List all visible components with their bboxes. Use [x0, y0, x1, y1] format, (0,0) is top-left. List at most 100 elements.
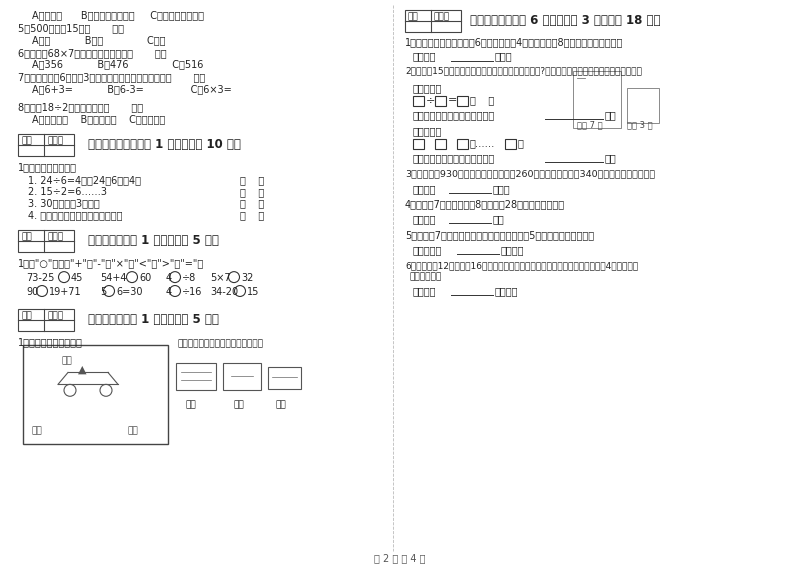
Text: 2. 15÷2=6……3: 2. 15÷2=6……3: [28, 186, 107, 197]
Text: 45: 45: [71, 273, 83, 283]
Text: 盒。: 盒。: [605, 153, 617, 163]
Bar: [18, 231, 74, 253]
Text: A、356           B、476              C、516: A、356 B、476 C、516: [32, 59, 203, 69]
Text: （    ）: （ ）: [240, 186, 264, 197]
Text: （    ）: （ ）: [240, 211, 264, 220]
Text: 1、观察物体，连一连。: 1、观察物体，连一连。: [18, 337, 83, 347]
Text: 90: 90: [26, 287, 38, 297]
Text: 六、比一比（共 1 大题，共计 5 分）: 六、比一比（共 1 大题，共计 5 分）: [88, 234, 219, 247]
Text: 3. 30个十等于3个百。: 3. 30个十等于3个百。: [28, 199, 100, 208]
Text: 34-20: 34-20: [210, 287, 238, 297]
Text: 1、同学们去公园划船，每6人一组，需要4条船。如果每8人一组，需要几条船？: 1、同学们去公园划船，每6人一组，需要4条船。如果每8人一组，需要几条船？: [405, 37, 623, 47]
Text: 答：只买小盒牛奶，最多可以买: 答：只买小盒牛奶，最多可以买: [413, 110, 495, 120]
Text: 小红: 小红: [61, 357, 72, 366]
Text: （    ）: （ ）: [470, 95, 494, 105]
Text: 得分: 得分: [21, 232, 32, 241]
Text: ÷16: ÷16: [182, 287, 202, 297]
Bar: [176, 363, 216, 390]
Text: 千克。: 千克。: [493, 184, 510, 194]
Text: 评卷人: 评卷人: [47, 232, 63, 241]
Bar: [18, 309, 74, 331]
Text: 7、每只小猫钓6条鱼，3只小猫钓多少条鱼？列算式是（       ）。: 7、每只小猫钓6条鱼，3只小猫钓多少条鱼？列算式是（ ）。: [18, 72, 206, 82]
Text: 五、判断对与错（共 1 大题，共计 10 分）: 五、判断对与错（共 1 大题，共计 10 分）: [88, 138, 241, 151]
Text: =: =: [448, 95, 458, 105]
Text: 4: 4: [166, 287, 172, 297]
Text: 小红: 小红: [186, 400, 197, 409]
Text: 6=30: 6=30: [116, 287, 142, 297]
Text: 小明: 小明: [128, 426, 138, 435]
Text: 每盒 7 元: 每盒 7 元: [577, 120, 602, 129]
Text: 得分: 得分: [408, 12, 418, 21]
Text: 3、粮店运进930千克大米，第一天卖了260千克，第二天卖了340千克，还剩多少千克？: 3、粮店运进930千克大米，第一天卖了260千克，第二天卖了340千克，还剩多少…: [405, 169, 655, 178]
Text: 4. 量小蚂蚁的身才用毫米作单位。: 4. 量小蚂蚁的身才用毫米作单位。: [28, 211, 122, 220]
Bar: [268, 367, 301, 389]
Text: 评卷人: 评卷人: [47, 311, 63, 320]
Text: ）……: ）……: [470, 138, 495, 148]
Bar: [405, 10, 461, 32]
Text: 每盒 3 元: 每盒 3 元: [627, 120, 653, 129]
Text: 小明: 小明: [275, 400, 286, 409]
Bar: [413, 139, 424, 149]
Bar: [413, 97, 424, 106]
Bar: [18, 134, 74, 156]
Text: A、二九十八    B、三六十八    C、二六十二: A、二九十八 B、三六十八 C、二六十二: [32, 114, 166, 124]
Text: （    ）: （ ）: [240, 199, 264, 208]
Text: A、6+3=           B、6-3=               C、6×3=: A、6+3= B、6-3= C、6×3=: [32, 84, 232, 94]
Text: 1、在"○"里填上"+"、"-"、"×"、"<"、">"、"="。: 1、在"○"里填上"+"、"-"、"×"、"<"、">"、"="。: [18, 258, 204, 268]
Text: ▲: ▲: [78, 364, 86, 375]
Text: 6、估一估68×7的积数正确的可能是（       ）。: 6、估一估68×7的积数正确的可能是（ ）。: [18, 47, 166, 58]
Text: 答：小明有: 答：小明有: [413, 245, 442, 255]
Text: 4、商店有7盒钢笔，每盒8支，卖了28支，还剩多少支？: 4、商店有7盒钢笔，每盒8支，卖了28支，还剩多少支？: [405, 199, 565, 210]
Bar: [457, 139, 468, 149]
Text: 5、500里面有15个（       ）。: 5、500里面有15个（ ）。: [18, 23, 124, 33]
Text: 评卷人: 评卷人: [434, 12, 450, 21]
Text: 条船。: 条船。: [495, 51, 513, 62]
Text: 73-25: 73-25: [26, 273, 54, 283]
Bar: [505, 139, 516, 149]
Text: 4: 4: [166, 273, 172, 283]
Text: 只买大盒：: 只买大盒：: [413, 126, 442, 136]
Text: 32: 32: [241, 273, 254, 283]
Text: （    ）: （ ）: [240, 175, 264, 185]
Bar: [223, 363, 261, 390]
Text: 小东: 小东: [31, 426, 42, 435]
Bar: [23, 345, 168, 444]
Text: 小东: 小东: [233, 400, 244, 409]
Text: 答：只买大盒牛奶，最多可以买: 答：只买大盒牛奶，最多可以买: [413, 153, 495, 163]
Text: 答：还剩: 答：还剩: [413, 184, 437, 194]
Bar: [435, 139, 446, 149]
Text: 5: 5: [100, 287, 106, 297]
Text: ÷8: ÷8: [182, 273, 196, 283]
Text: 第 2 页 共 4 页: 第 2 页 共 4 页: [374, 553, 426, 563]
Text: 张图片。: 张图片。: [501, 245, 525, 255]
Text: 2、小红有15元钱，如果只买小盒牛奶，可以买多少盒?如果只买大盒牛奶，最多可以买多少盒？: 2、小红有15元钱，如果只买小盒牛奶，可以买多少盒?如果只买大盒牛奶，最多可以买…: [405, 67, 642, 76]
Text: 54+4: 54+4: [100, 273, 126, 283]
Text: 1、我是公正小法官。: 1、我是公正小法官。: [18, 162, 77, 172]
Bar: [627, 88, 659, 123]
Text: 答：还剩: 答：还剩: [413, 215, 437, 224]
Text: 60: 60: [139, 273, 151, 283]
Text: 5×7: 5×7: [210, 273, 230, 283]
Text: 七、连一连（共 1 大题，共计 5 分）: 七、连一连（共 1 大题，共计 5 分）: [88, 313, 219, 326]
Text: 答：需要: 答：需要: [413, 286, 437, 296]
Text: 请你连一连，下面分别是谁看到的？: 请你连一连，下面分别是谁看到的？: [178, 340, 264, 349]
Text: A、千           B、百              C、十: A、千 B、百 C、十: [32, 35, 166, 45]
Text: 5、小明有7张图片，小明的图片张数是小红的5倍，小明有几张图片？: 5、小明有7张图片，小明的图片张数是小红的5倍，小明有几张图片？: [405, 231, 594, 241]
Text: 评卷人: 评卷人: [47, 136, 63, 145]
Text: ）: ）: [518, 138, 524, 148]
Text: 6、奶奶买来12只苹果和16个，如果要把它们全部装在袋子里，每只袋子只能装4只水果，需: 6、奶奶买来12只苹果和16个，如果要把它们全部装在袋子里，每只袋子只能装4只水…: [405, 261, 638, 270]
Text: 1. 24÷6=4读作24除6等于4。: 1. 24÷6=4读作24除6等于4。: [28, 175, 141, 185]
Text: 19+71: 19+71: [49, 287, 82, 297]
Text: 要几只袋子？: 要几只袋子？: [409, 272, 442, 281]
Text: A、升国旗      B、钟面上指针转动     C、行驶的车轮转动: A、升国旗 B、钟面上指针转动 C、行驶的车轮转动: [32, 10, 204, 20]
Text: 15: 15: [247, 287, 259, 297]
Text: 只袋子。: 只袋子。: [495, 286, 518, 296]
Text: 答：需要: 答：需要: [413, 51, 437, 62]
Text: 支。: 支。: [493, 215, 505, 224]
Text: 八、解决问题（共 6 小题，每题 3 分，共计 18 分）: 八、解决问题（共 6 小题，每题 3 分，共计 18 分）: [470, 14, 661, 27]
Text: 得分: 得分: [21, 136, 32, 145]
Text: 8、计算18÷2时用的口诀是（       ）。: 8、计算18÷2时用的口诀是（ ）。: [18, 102, 143, 112]
Bar: [457, 97, 468, 106]
Bar: [435, 97, 446, 106]
Text: 得分: 得分: [21, 311, 32, 320]
